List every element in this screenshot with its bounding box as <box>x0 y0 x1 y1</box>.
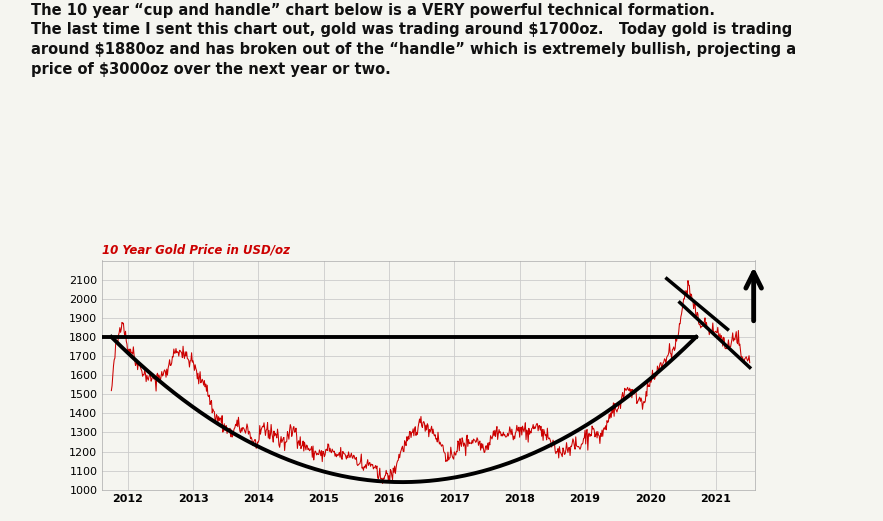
Text: The 10 year “cup and handle” chart below is a VERY powerful technical formation.: The 10 year “cup and handle” chart below… <box>31 3 796 77</box>
Text: 10 Year Gold Price in USD/oz: 10 Year Gold Price in USD/oz <box>102 243 290 256</box>
